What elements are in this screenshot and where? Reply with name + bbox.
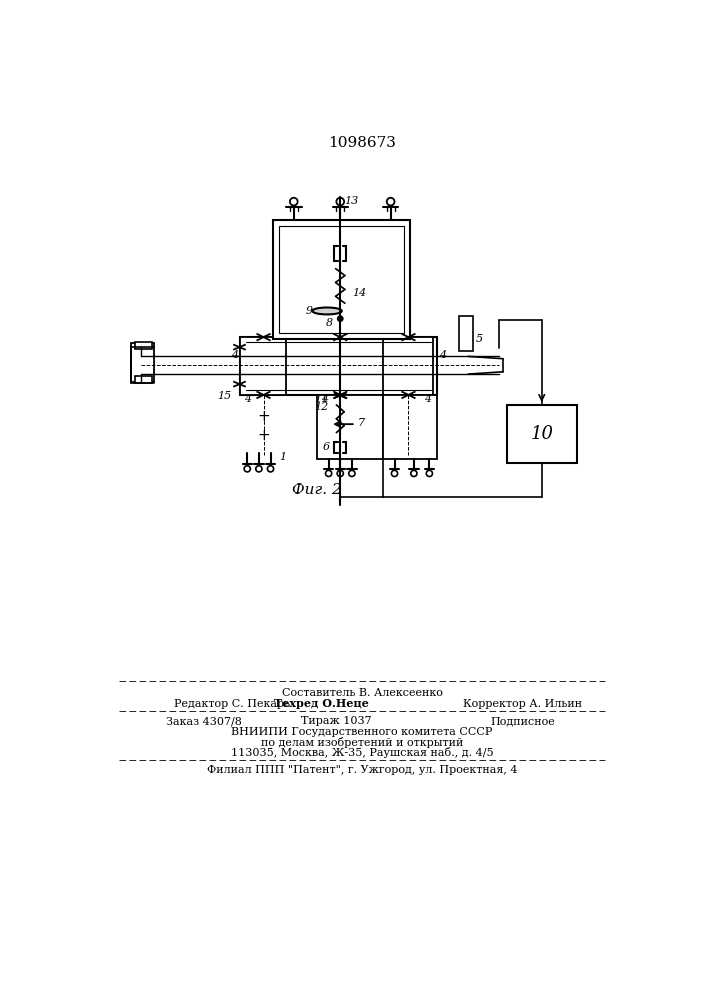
Bar (240, 337, 286, 395)
Text: 4: 4 (321, 394, 328, 404)
Text: 4: 4 (230, 350, 238, 360)
Text: Тираж 1037: Тираж 1037 (301, 716, 372, 726)
Bar (459, 316, 473, 351)
Bar (317, 395, 383, 459)
Text: 12: 12 (315, 402, 329, 412)
Text: Техред О.Неце: Техред О.Неце (274, 698, 368, 709)
Ellipse shape (312, 307, 341, 314)
Text: 6: 6 (323, 442, 330, 452)
Bar (279, 226, 404, 333)
Circle shape (387, 198, 395, 205)
Bar (135, 376, 152, 383)
Circle shape (411, 470, 417, 477)
Text: 7: 7 (358, 418, 366, 428)
Bar (273, 220, 410, 339)
Text: 11: 11 (315, 394, 329, 404)
Text: по делам изобретений и открытий: по делам изобретений и открытий (261, 737, 463, 748)
Bar (240, 337, 437, 395)
Text: 1: 1 (279, 452, 286, 462)
Circle shape (349, 470, 355, 477)
Text: +: + (257, 409, 270, 424)
Bar (383, 395, 437, 459)
Text: Филиал ППП "Патент", г. Ужгород, ул. Проектная, 4: Филиал ППП "Патент", г. Ужгород, ул. Про… (206, 765, 518, 775)
Bar (507, 405, 577, 463)
Text: 113035, Москва, Ж-35, Раушская наб., д. 4/5: 113035, Москва, Ж-35, Раушская наб., д. … (230, 747, 493, 758)
Text: 10: 10 (530, 425, 554, 443)
Bar (135, 342, 152, 349)
Bar (131, 343, 154, 382)
Circle shape (325, 470, 332, 477)
Text: 1098673: 1098673 (328, 136, 396, 150)
Text: 8: 8 (325, 318, 332, 328)
Text: 4: 4 (424, 394, 431, 404)
Text: Редактор С. Пекарь: Редактор С. Пекарь (174, 699, 290, 709)
Text: Корректор А. Ильин: Корректор А. Ильин (463, 699, 582, 709)
Text: ВНИИПИ Государственного комитета СССР: ВНИИПИ Государственного комитета СССР (231, 727, 493, 737)
Circle shape (337, 316, 343, 321)
Text: 14: 14 (352, 288, 366, 298)
Text: Заказ 4307/8: Заказ 4307/8 (166, 716, 242, 726)
Circle shape (337, 198, 344, 205)
Text: 15: 15 (218, 391, 232, 401)
Bar (383, 337, 433, 395)
Text: Фиг. 2: Фиг. 2 (292, 483, 342, 497)
Circle shape (290, 198, 298, 205)
Circle shape (256, 466, 262, 472)
Text: 5: 5 (476, 334, 483, 344)
Text: 9: 9 (306, 306, 313, 316)
Text: 13: 13 (344, 196, 358, 206)
Circle shape (426, 470, 433, 477)
Circle shape (337, 470, 344, 477)
Circle shape (244, 466, 250, 472)
Text: +: + (257, 428, 270, 443)
Text: 4: 4 (440, 350, 447, 360)
Text: Составитель В. Алексеенко: Составитель В. Алексеенко (281, 688, 443, 698)
Text: Подписное: Подписное (490, 716, 555, 726)
Circle shape (392, 470, 397, 477)
Circle shape (267, 466, 274, 472)
Text: 4: 4 (244, 394, 251, 404)
